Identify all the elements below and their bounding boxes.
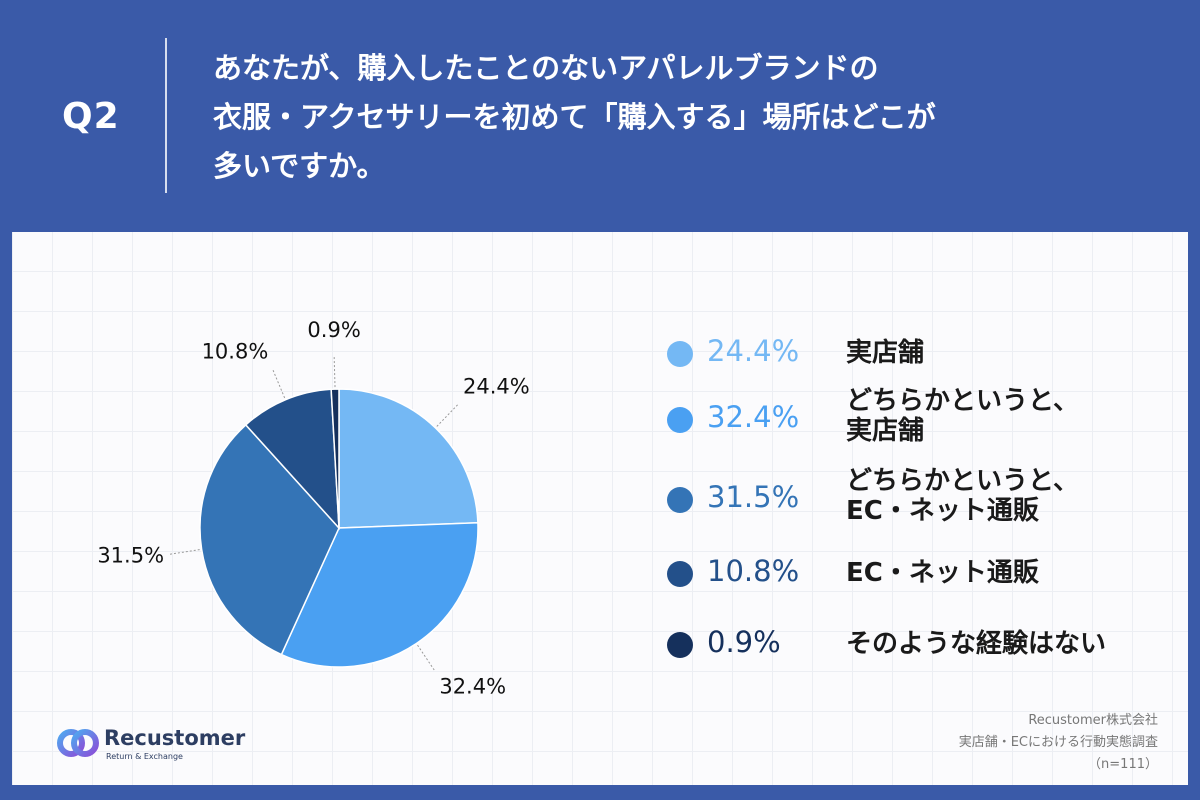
leader-line xyxy=(436,403,460,427)
legend-percent: 10.8% xyxy=(707,554,800,588)
legend-dot xyxy=(667,632,693,658)
legend-label: どちらかというと、 実店舗 xyxy=(846,386,1079,446)
source-note: Recustomer株式会社 実店舗・ECにおける行動実態調査 （n=111） xyxy=(959,710,1158,776)
leader-line xyxy=(167,549,200,556)
legend-dot xyxy=(667,487,693,513)
question-text: あなたが、購入したことのないアパレルブランドの 衣服・アクセサリーを初めて「購入… xyxy=(213,44,936,191)
leader-line xyxy=(333,355,336,388)
question-line: あなたが、購入したことのないアパレルブランドの xyxy=(213,51,879,85)
legend-label-line: どちらかというと、 xyxy=(846,386,1079,416)
pie-slice xyxy=(199,423,340,656)
legend-label-line: どちらかというと、 xyxy=(846,466,1079,496)
logo-tagline: Return & Exchange xyxy=(106,752,183,761)
recustomer-logo-icon xyxy=(57,729,99,757)
legend-percent: 31.5% xyxy=(707,480,800,514)
leader-line xyxy=(417,644,436,672)
data-label: 10.8% xyxy=(202,339,269,363)
source-sample: （n=111） xyxy=(1088,757,1158,772)
legend-dot xyxy=(667,341,693,367)
legend-percent: 24.4% xyxy=(707,334,800,368)
chart-panel: 24.4% 32.4% 31.5% 10.8% 0.9% 24.4% 実店舗 32.4% どち… xyxy=(12,232,1188,785)
leader-line xyxy=(271,368,286,399)
data-label: 32.4% xyxy=(439,675,506,699)
pie-slice xyxy=(330,388,340,529)
source-survey: 実店舗・ECにおける行動実態調査 xyxy=(958,735,1158,750)
legend-label-line: 実店舗 xyxy=(846,416,925,446)
pie-slice xyxy=(280,521,479,668)
data-label: 24.4% xyxy=(463,374,530,398)
legend-percent: 0.9% xyxy=(707,625,781,659)
legend-percent: 32.4% xyxy=(707,400,800,434)
pie-slice xyxy=(244,388,340,531)
header-divider xyxy=(165,38,167,193)
legend-label-line: 実店舗 xyxy=(846,338,925,368)
legend-label-line: EC・ネット通販 xyxy=(846,496,1039,526)
legend-label-line: そのような経験はない xyxy=(846,629,1107,659)
data-label: 0.9% xyxy=(307,318,360,342)
legend-label: 実店舗 xyxy=(846,338,924,368)
data-label: 31.5% xyxy=(97,544,164,568)
pie-slice xyxy=(338,388,479,529)
pie-chart: 24.4% 32.4% 31.5% 10.8% 0.9% xyxy=(97,318,530,699)
question-line: 多いですか。 xyxy=(213,149,386,183)
logo-name: Recustomer xyxy=(104,726,246,750)
legend-dot xyxy=(667,561,693,587)
source-company: Recustomer株式会社 xyxy=(1028,713,1158,728)
legend-label: どちらかというと、 EC・ネット通販 xyxy=(846,466,1079,526)
header: Q2 あなたが、購入したことのないアパレルブランドの 衣服・アクセサリーを初めて… xyxy=(0,0,1200,232)
question-number: Q2 xyxy=(62,96,120,137)
legend-label: EC・ネット通販 xyxy=(846,558,1039,588)
question-line: 衣服・アクセサリーを初めて「購入する」場所はどこが xyxy=(213,100,936,134)
legend-label-line: EC・ネット通販 xyxy=(846,558,1039,588)
legend-dot xyxy=(667,407,693,433)
legend-label: そのような経験はない xyxy=(846,629,1106,659)
